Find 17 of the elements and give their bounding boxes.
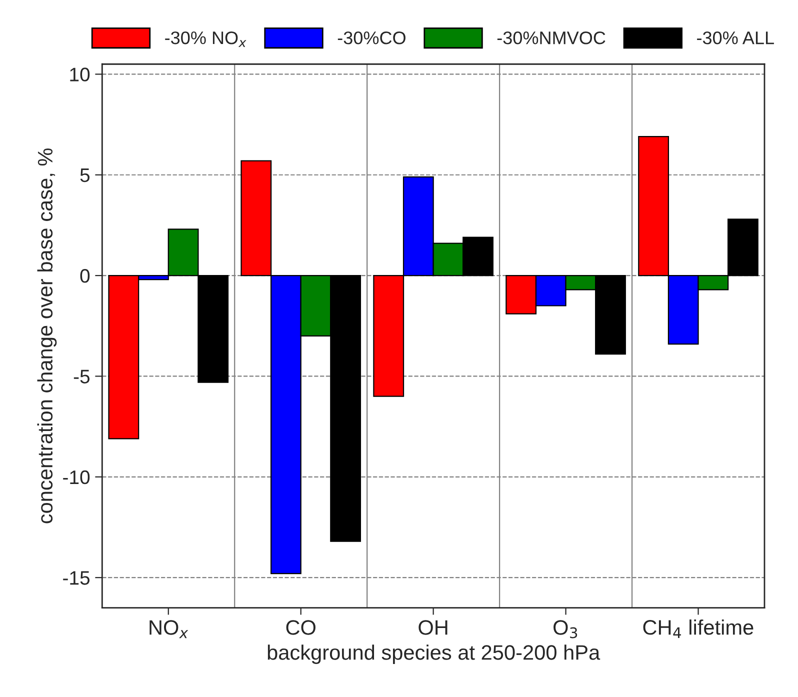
x-tick-label: NO$_{x}$ <box>150 620 188 638</box>
y-tick-label: -10 <box>63 470 90 484</box>
x-tick-label: OH <box>418 620 448 635</box>
y-tick-label: -15 <box>63 571 90 585</box>
x-tick-label: CO <box>286 620 316 635</box>
legend-label: -30%CO <box>338 31 406 44</box>
legend-label: -30%NMVOC <box>497 31 606 44</box>
y-axis-title: concentration change over base case, % <box>37 148 57 524</box>
legend-label: -30% NO$_{x}$ <box>165 31 246 48</box>
x-tick-label: CH$_{4}$ lifetime <box>643 619 754 638</box>
y-tick-label: 10 <box>70 68 90 82</box>
y-tick-label: 0 <box>80 269 90 283</box>
x-axis-title: background species at 250-200 hPa <box>268 644 600 664</box>
y-tick-label: -5 <box>74 370 90 384</box>
x-tick-label: O$_{3}$ <box>554 620 578 638</box>
legend-label: -30% ALL <box>697 31 774 44</box>
y-tick-label: 5 <box>80 168 90 182</box>
